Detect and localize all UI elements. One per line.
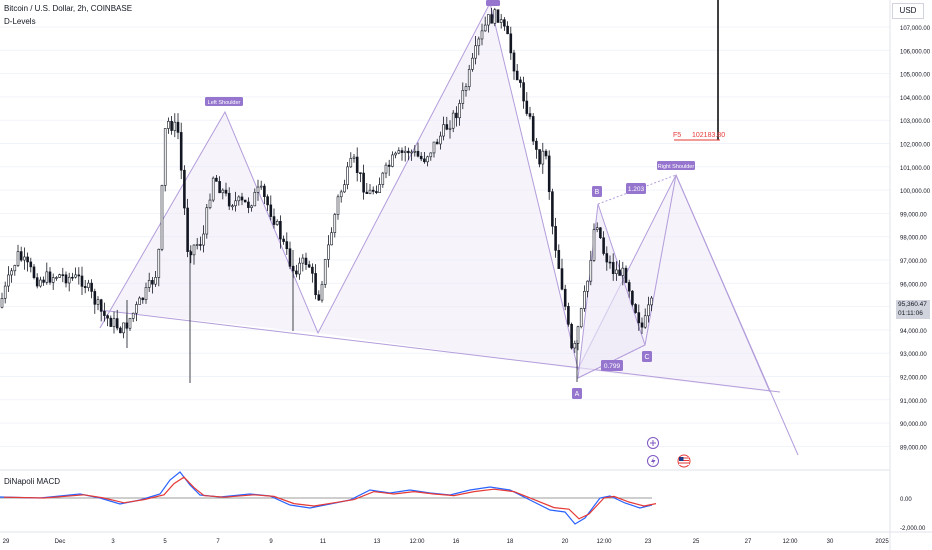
current-price-badge: 95,360.47 01:11:06 <box>896 300 930 319</box>
time-tick-label: 3 <box>111 539 115 545</box>
time-tick-label: 12:00 <box>409 539 425 545</box>
time-tick-label: 5 <box>163 539 167 545</box>
price-tick-label: 103,000.00 <box>900 119 931 125</box>
head-shoulders-pattern[interactable] <box>99 1 799 456</box>
macd-axis: 0.00 -2,000.00 <box>900 497 926 532</box>
current-price: 95,360.47 <box>898 301 927 308</box>
price-tick-label: 98,000.00 <box>900 236 927 242</box>
macd-tick-label: -2,000.00 <box>900 526 926 532</box>
time-tick-label: 20 <box>562 539 569 545</box>
price-tick-label: 89,000.00 <box>900 445 927 451</box>
price-tick-label: 102,000.00 <box>900 143 931 149</box>
price-tick-label: 94,000.00 <box>900 329 927 335</box>
price-tick-label: 100,000.00 <box>900 189 931 195</box>
us-flag-icon[interactable] <box>677 454 691 468</box>
time-tick-label: 12:00 <box>596 539 612 545</box>
lightning-icon[interactable] <box>647 455 659 467</box>
macd-pane[interactable]: DiNapoli MACD <box>0 471 657 525</box>
bar-countdown: 01:11:06 <box>898 310 923 317</box>
indicator-title[interactable]: D-Levels <box>4 17 36 26</box>
svg-text:0.799: 0.799 <box>604 363 621 370</box>
time-tick-label: 7 <box>216 539 220 545</box>
macd-tick-label: 0.00 <box>900 497 912 503</box>
left-shoulder-label[interactable]: Left Shoulder <box>205 97 243 106</box>
svg-text:C: C <box>644 354 649 361</box>
symbol-title[interactable]: Bitcoin / U.S. Dollar, 2h, COINBASE <box>4 4 133 13</box>
d-level-f5[interactable]: F5 102183.80 <box>673 0 725 141</box>
level-tag: F5 <box>673 132 681 139</box>
time-tick-label: 2025 <box>875 539 889 545</box>
level-value: 102183.80 <box>692 132 725 139</box>
head-label[interactable] <box>486 0 500 6</box>
price-tick-label: 105,000.00 <box>900 73 931 79</box>
candlestick-series[interactable] <box>0 7 653 383</box>
time-tick-label: Dec <box>55 539 66 545</box>
svg-text:B: B <box>595 189 600 196</box>
time-tick-label: 27 <box>745 539 752 545</box>
price-tick-label: 91,000.00 <box>900 399 927 405</box>
point-a-label[interactable]: A <box>572 388 582 399</box>
point-b-label[interactable]: B <box>592 186 602 197</box>
time-tick-label: 9 <box>269 539 273 545</box>
time-tick-label: 29 <box>3 539 10 545</box>
price-tick-label: 101,000.00 <box>900 166 931 172</box>
point-c-label[interactable]: C <box>642 351 652 362</box>
price-tick-label: 106,000.00 <box>900 49 931 55</box>
macd-title: DiNapoli MACD <box>4 477 60 486</box>
time-axis[interactable]: 29 Dec 3 5 7 9 11 13 12:00 16 18 20 12:00 23 25 27 12:00… <box>3 539 890 545</box>
price-tick-label: 107,000.00 <box>900 26 931 32</box>
svg-text:Left Shoulder: Left Shoulder <box>208 100 241 106</box>
ratio-label-1[interactable]: 1.203 <box>626 183 646 194</box>
ratio-label-2[interactable]: 0.799 <box>601 360 623 371</box>
price-tick-label: 93,000.00 <box>900 352 927 358</box>
time-tick-label: 23 <box>645 539 652 545</box>
macd-slow-line <box>3 476 657 520</box>
price-tick-label: 97,000.00 <box>900 259 927 265</box>
price-tick-label: 99,000.00 <box>900 212 927 218</box>
price-tick-label: 96,000.00 <box>900 282 927 288</box>
price-axis[interactable]: 107,000.00 106,000.00 105,000.00 104,000.00… <box>900 26 931 451</box>
time-tick-label: 16 <box>453 539 460 545</box>
currency-button[interactable]: USD <box>892 3 924 19</box>
svg-text:Right Shoulder: Right Shoulder <box>658 164 695 170</box>
macd-fast-line <box>0 471 653 525</box>
plus-icon[interactable] <box>647 437 659 449</box>
time-tick-label: 25 <box>693 539 700 545</box>
right-shoulder-label[interactable]: Right Shoulder <box>657 161 695 170</box>
time-tick-label: 11 <box>320 539 327 545</box>
time-tick-label: 13 <box>374 539 381 545</box>
price-tick-label: 92,000.00 <box>900 376 927 382</box>
svg-text:A: A <box>575 391 580 398</box>
time-tick-label: 30 <box>827 539 834 545</box>
price-tick-label: 90,000.00 <box>900 422 927 428</box>
time-tick-label: 18 <box>507 539 514 545</box>
time-tick-label: 12:00 <box>782 539 798 545</box>
price-tick-label: 104,000.00 <box>900 96 931 102</box>
svg-text:1.203: 1.203 <box>628 186 645 193</box>
